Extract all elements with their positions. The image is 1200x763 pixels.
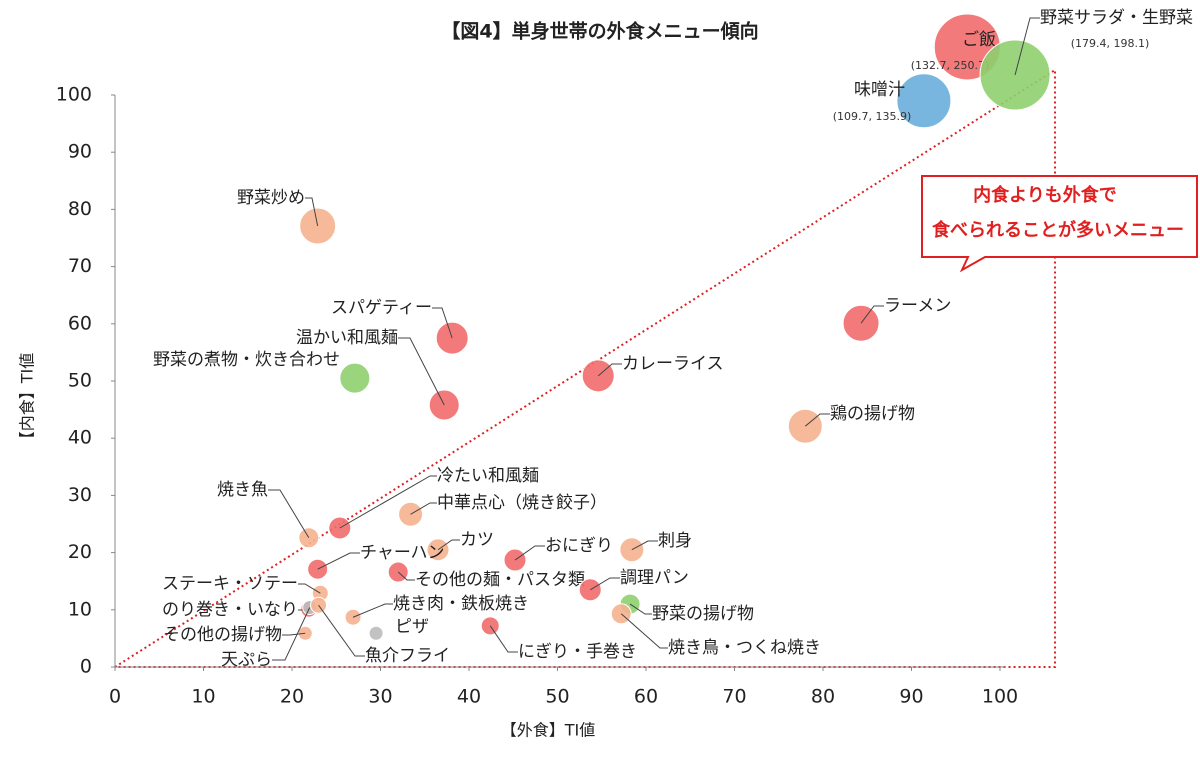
point-label: 野菜サラダ・生野菜 (1040, 8, 1193, 28)
y-tick-label: 90 (68, 141, 92, 163)
y-tick-label: 10 (68, 598, 92, 620)
point-label: 野菜の煮物・炊き合わせ (153, 350, 340, 370)
point-label: 刺身 (658, 531, 692, 551)
x-axis-label: 【外食】TI値 (501, 721, 596, 740)
point-label: 魚介フライ (365, 646, 450, 666)
point-note: (109.7, 135.9) (833, 110, 912, 123)
bubble (896, 73, 952, 129)
x-tick-label: 30 (368, 686, 392, 708)
leader-line (410, 502, 437, 515)
leader-line (272, 607, 311, 661)
callout-box (921, 175, 1198, 273)
callout-text: 内食よりも外食で (973, 184, 1117, 206)
leader-line (268, 489, 310, 538)
leader-line (305, 197, 319, 227)
x-tick-label: 100 (982, 686, 1018, 708)
point-label: 冷たい和風麺 (437, 466, 539, 486)
y-tick-label: 40 (68, 427, 92, 449)
point-label: ピザ (395, 617, 429, 637)
leader-line (432, 307, 453, 339)
x-tick-label: 10 (191, 686, 215, 708)
x-tick-label: 20 (280, 686, 304, 708)
x-tick-label: 80 (811, 686, 835, 708)
axes: 0 10 20 30 40 50 60 70 80 90 100 0 10 20 30 40 50 60 70 80 9… (56, 84, 1018, 708)
point-label: その他の麺・パスタ類 (415, 570, 585, 590)
leader-line (317, 552, 360, 570)
point-label: 焼き魚 (217, 480, 268, 500)
callout-text: 食べられることが多いメニュー (931, 219, 1184, 241)
leader-line (597, 363, 622, 377)
leader-line (398, 337, 445, 406)
bubble (339, 362, 371, 394)
leader-line (629, 603, 652, 615)
y-tick-label: 60 (68, 312, 92, 334)
point-label: 調理パン (620, 568, 689, 588)
y-tick-label: 100 (56, 84, 92, 106)
point-label: 焼き肉・鉄板焼き (393, 594, 529, 614)
x-tick-label: 40 (457, 686, 481, 708)
point-label: 温かい和風麺 (296, 328, 398, 348)
x-tick-label: 50 (545, 686, 569, 708)
point-label: 野菜の揚げ物 (652, 604, 754, 624)
y-tick-label: 80 (68, 198, 92, 220)
point-label: カレーライス (622, 354, 724, 374)
point-label: ステーキ・ソテー (162, 574, 298, 594)
bubble (368, 625, 384, 641)
point-label: カツ (460, 530, 494, 550)
leader-line (352, 603, 393, 618)
chart-title: 【図4】単身世帯の外食メニュー傾向 (441, 20, 758, 43)
leader-line (631, 540, 658, 551)
point-label: 中華点心（焼き餃子） (437, 493, 607, 513)
x-tick-label: 90 (899, 686, 923, 708)
leader-line (318, 604, 365, 657)
leader-line (589, 577, 620, 591)
leader-line (860, 305, 884, 324)
x-tick-label: 60 (634, 686, 658, 708)
point-label: にぎり・手巻き (518, 642, 637, 662)
x-tick-label: 70 (722, 686, 746, 708)
leader-line (298, 583, 321, 594)
leader-line (339, 475, 437, 529)
y-tick-label: 20 (68, 541, 92, 563)
leader-line (804, 413, 830, 427)
y-tick-label: 30 (68, 484, 92, 506)
point-label: ラーメン (884, 296, 951, 316)
point-label: 味噌汁 (854, 80, 905, 100)
point-label: その他の揚げ物 (163, 625, 282, 645)
point-label: チャーハン (360, 543, 445, 563)
leader-line (620, 613, 668, 649)
bubble (979, 39, 1051, 111)
y-tick-label: 0 (80, 656, 92, 678)
y-axis-label: 【内食】TI値 (18, 353, 37, 448)
point-label: ご飯 (962, 30, 996, 50)
point-note: (132.7, 250.7) (911, 59, 990, 72)
point-label: 天ぷら (221, 650, 272, 670)
point-label: おにぎり (545, 536, 613, 556)
leader-line (437, 539, 460, 551)
point-label: 野菜炒め (237, 188, 305, 208)
leader-line (397, 571, 415, 581)
leader-line (514, 545, 545, 561)
point-label: のり巻き・いなり (162, 600, 298, 620)
point-label: スパゲティー (331, 298, 432, 318)
point-label: 焼き鳥・つくね焼き (668, 638, 821, 658)
point-note: (179.4, 198.1) (1071, 37, 1150, 50)
leader-line (1014, 17, 1040, 76)
y-tick-label: 70 (68, 255, 92, 277)
y-tick-label: 50 (68, 370, 92, 392)
leader-line (282, 632, 306, 636)
point-label: 鶏の揚げ物 (830, 404, 915, 424)
x-tick-label: 0 (109, 686, 121, 708)
leader-line (489, 625, 518, 653)
